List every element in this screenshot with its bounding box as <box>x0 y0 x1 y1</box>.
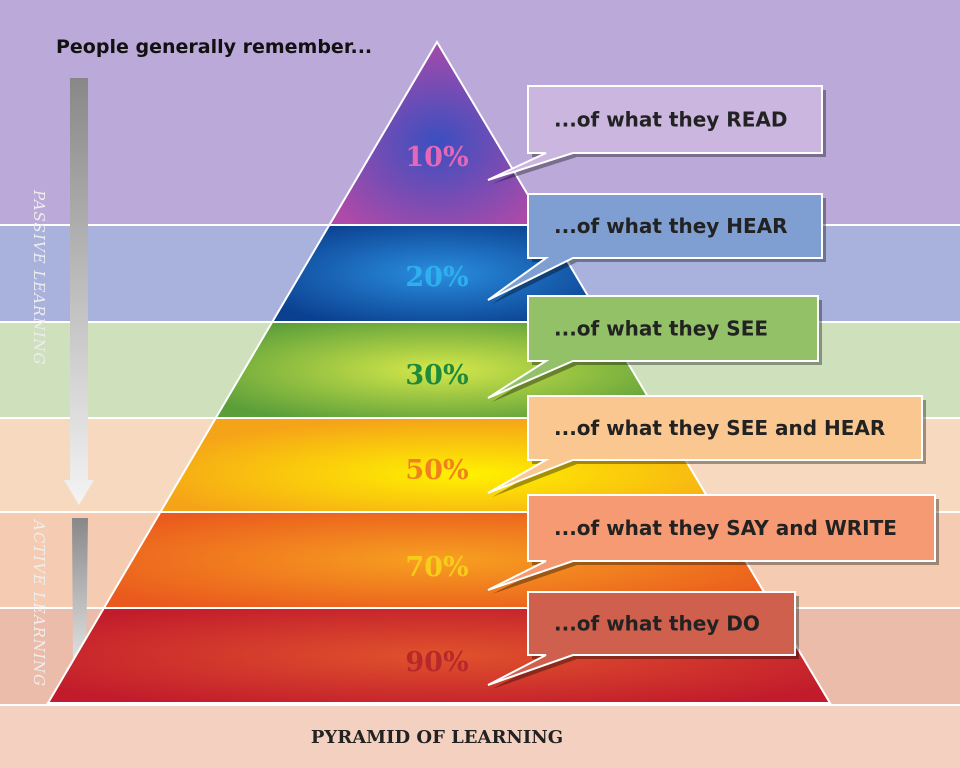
percent-label: 90% <box>405 647 468 678</box>
callout-caption: ...of what they SEE <box>554 317 768 341</box>
callout-box <box>487 395 923 494</box>
callout-box <box>487 85 823 181</box>
callout-caption: ...of what they SAY and WRITE <box>554 516 897 540</box>
footer-title: PYRAMID OF LEARNING <box>311 727 563 748</box>
callout-caption: ...of what they SEE and HEAR <box>554 416 885 440</box>
callout-box <box>487 295 819 399</box>
callout-box <box>487 494 936 591</box>
callout-caption: ...of what they HEAR <box>554 214 788 238</box>
header-title: People generally remember... <box>56 36 372 58</box>
band <box>0 705 960 768</box>
percent-label: 50% <box>405 455 468 486</box>
callout-caption: ...of what they READ <box>554 108 787 132</box>
callouts: ...of what they READ ...of what they HEAR… <box>487 85 939 689</box>
percent-label: 20% <box>405 262 468 293</box>
callout-box <box>487 591 796 686</box>
percent-label: 30% <box>405 360 468 391</box>
percent-label: 10% <box>405 142 468 173</box>
pyramid: 10% 20% 30% 50% 70% 90% <box>46 40 832 704</box>
side-label: ACTIVE LEARNING <box>30 518 48 687</box>
side-label: PASSIVE LEARNING <box>30 189 48 366</box>
callout-box <box>487 193 823 301</box>
percent-label: 70% <box>405 552 468 583</box>
callout-caption: ...of what they DO <box>554 612 760 636</box>
